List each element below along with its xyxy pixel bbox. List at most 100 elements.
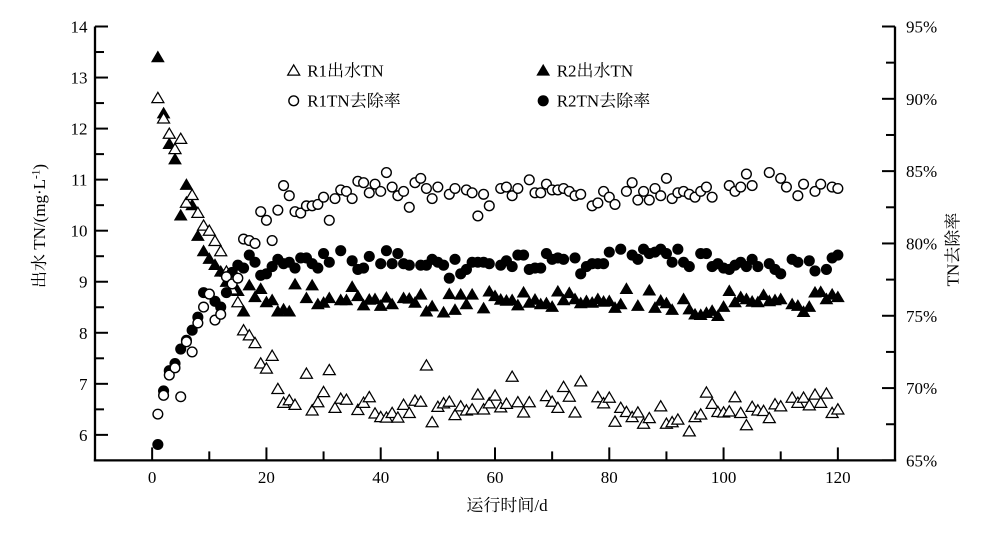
- data-point: [705, 396, 720, 409]
- data-point: [373, 299, 388, 311]
- data-point: [236, 323, 251, 336]
- data-point: [632, 194, 644, 206]
- data-point: [173, 208, 188, 221]
- data-point: [305, 403, 320, 416]
- data-point: [660, 172, 672, 184]
- data-point: [592, 197, 604, 209]
- data-point: [575, 188, 587, 200]
- data-point: [363, 250, 375, 263]
- series-R1出水TN: [150, 91, 845, 437]
- data-point: [545, 394, 560, 407]
- data-point: [249, 237, 261, 249]
- cjk-glyph: [384, 92, 400, 108]
- cjk-glyph: [30, 272, 47, 287]
- data-point: [312, 198, 324, 210]
- data-point: [756, 288, 771, 301]
- y-left-tick-label: 12: [71, 120, 88, 139]
- data-point: [516, 285, 531, 298]
- data-point: [750, 295, 765, 308]
- data-point: [340, 185, 352, 197]
- data-point: [396, 397, 411, 410]
- data-point: [220, 287, 232, 299]
- data-point: [448, 303, 462, 315]
- data-point: [327, 400, 343, 414]
- label-text-run: R1TN: [307, 92, 350, 111]
- data-point: [156, 111, 171, 124]
- data-point: [613, 297, 628, 310]
- data-point: [832, 249, 844, 261]
- data-point: [603, 191, 615, 203]
- data-point: [310, 395, 325, 408]
- data-point: [375, 185, 387, 197]
- data-point: [518, 249, 530, 261]
- data-point: [358, 177, 370, 189]
- data-point: [798, 178, 810, 190]
- data-point: [242, 278, 257, 291]
- data-point: [242, 328, 257, 341]
- data-point: [323, 214, 335, 226]
- legend-marker-triangle-filled: [536, 63, 551, 76]
- data-point: [215, 308, 227, 320]
- label-text-run: TN: [944, 264, 963, 287]
- data-point: [415, 172, 427, 184]
- data-point: [649, 182, 661, 195]
- data-point: [270, 382, 285, 395]
- data-point: [312, 262, 324, 274]
- data-point: [706, 191, 718, 203]
- data-point: [830, 290, 845, 303]
- data-point: [316, 385, 331, 398]
- data-point: [402, 291, 417, 304]
- data-point: [510, 298, 525, 311]
- data-point: [449, 182, 461, 195]
- legend-item-R2出水TN: R2 TN: [536, 61, 634, 80]
- data-point: [535, 187, 547, 199]
- data-point: [642, 411, 657, 424]
- legend-label: R2 TN: [557, 61, 634, 80]
- data-point: [556, 293, 571, 306]
- data-point: [402, 406, 417, 419]
- data-point: [282, 304, 297, 317]
- data-point: [476, 301, 491, 314]
- axes: [93, 25, 897, 462]
- series-R2出水TN: [150, 50, 845, 322]
- data-point: [339, 293, 354, 306]
- data-point: [442, 287, 457, 300]
- data-point: [665, 303, 680, 315]
- data-point: [655, 190, 667, 202]
- cjk-glyph: [617, 92, 633, 108]
- data-point: [385, 406, 400, 419]
- data-point: [773, 292, 788, 305]
- data-point: [289, 262, 301, 274]
- label-text-run: TN: [611, 61, 634, 80]
- y-right-tick-label: 65%: [906, 451, 937, 470]
- label-text-run: /d: [534, 496, 548, 515]
- data-point: [253, 282, 268, 294]
- data-point: [500, 181, 512, 193]
- cjk-glyph: [328, 62, 343, 78]
- cjk-glyph: [594, 62, 611, 78]
- data-point: [419, 358, 434, 371]
- data-point: [813, 395, 828, 408]
- data-point: [163, 369, 175, 381]
- data-point: [202, 223, 217, 236]
- data-point: [638, 185, 650, 197]
- data-point: [569, 252, 581, 264]
- data-point: [598, 258, 610, 270]
- data-point: [643, 194, 655, 206]
- data-point: [672, 243, 684, 255]
- data-point: [539, 389, 554, 402]
- data-point: [670, 412, 685, 425]
- data-point: [556, 380, 571, 393]
- data-point: [648, 301, 662, 313]
- data-point: [345, 280, 360, 292]
- data-point: [535, 262, 547, 274]
- data-point: [465, 287, 480, 300]
- data-point: [483, 258, 495, 270]
- data-point: [796, 390, 811, 403]
- data-point: [408, 296, 422, 308]
- data-point: [192, 317, 204, 329]
- data-point: [255, 206, 267, 218]
- data-point: [447, 408, 463, 421]
- data-point: [803, 255, 815, 267]
- data-point: [819, 386, 834, 399]
